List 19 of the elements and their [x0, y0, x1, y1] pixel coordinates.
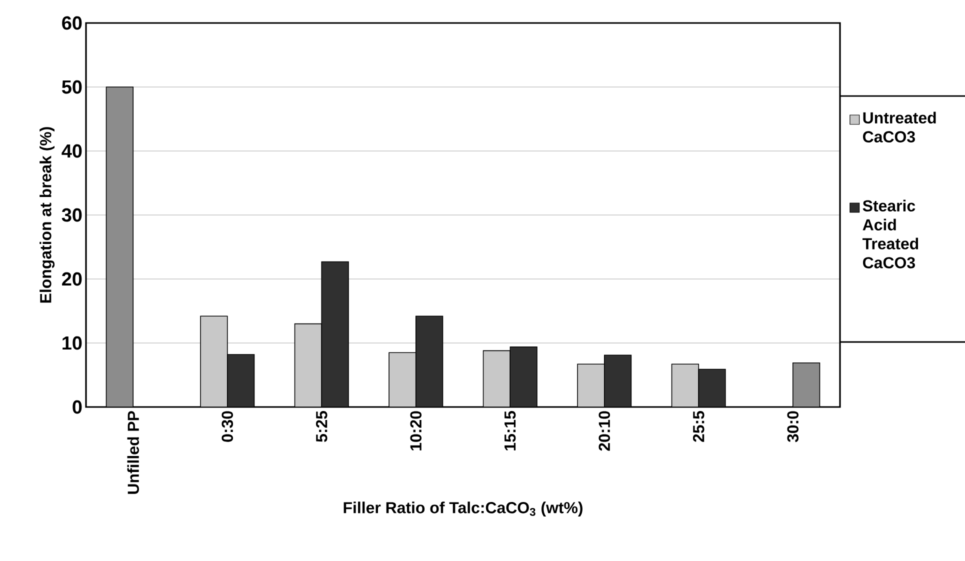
x-tick-label: 5:25 — [316, 410, 328, 442]
legend-label: Untreated CaCO3 — [863, 112, 936, 142]
x-tick-label: 25:5 — [692, 410, 704, 442]
y-tick-label: 30 — [62, 208, 82, 222]
y-tick-label: 20 — [62, 272, 82, 286]
y-axis-title: Elongation at break (%) — [40, 127, 55, 303]
x-tick-label: 30:0 — [787, 411, 799, 442]
x-tick-label: 0:30 — [222, 411, 234, 442]
y-tick-label: 10 — [62, 336, 82, 350]
x-axis-title: Filler Ratio of Talc:CaCO$_{3}$ (wt%) — [344, 502, 582, 516]
y-tick-label: 0 — [72, 400, 82, 414]
y-tick-label: 50 — [62, 80, 82, 94]
y-tick-label: 60 — [62, 16, 82, 30]
x-tick-label: Unfilled PP — [127, 411, 139, 494]
legend-label: Stearic Acid Treated CaCO3 — [862, 200, 918, 268]
x-tick-label: 10:20 — [410, 411, 422, 450]
x-tick-label: 20:10 — [598, 411, 610, 451]
y-tick-label: 40 — [62, 144, 82, 158]
x-tick-label: 15:15 — [504, 410, 516, 450]
